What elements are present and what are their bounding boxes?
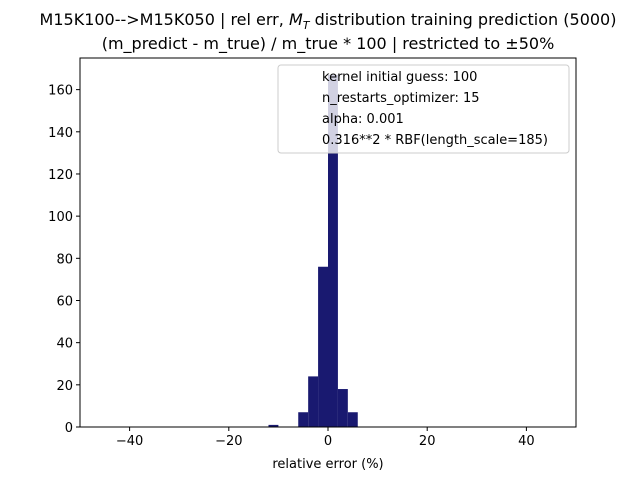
chart-title: M15K100-->M15K050 | rel err, MT distribu… bbox=[40, 10, 617, 32]
histogram-bar bbox=[318, 266, 328, 427]
histogram-bar bbox=[328, 74, 338, 428]
legend: kernel initial guess: 100 n_restarts_opt… bbox=[277, 64, 570, 154]
y-tick-label: 100 bbox=[48, 210, 73, 225]
histogram-bar bbox=[268, 424, 279, 427]
y-tick-label: 80 bbox=[56, 252, 73, 267]
title-prefix: M15K100-->M15K050 | rel err, bbox=[40, 10, 289, 29]
legend-entry: alpha: 0.001 bbox=[322, 112, 404, 127]
x-tick-label: 20 bbox=[419, 434, 436, 449]
x-axis-label: relative error (%) bbox=[272, 457, 383, 472]
y-tick-label: 160 bbox=[48, 84, 73, 99]
x-tick-label: −40 bbox=[116, 434, 143, 449]
chart-subtitle: (m_predict - m_true) / m_true * 100 | re… bbox=[102, 34, 555, 54]
x-tick-label: −20 bbox=[215, 434, 242, 449]
y-tick-label: 60 bbox=[56, 294, 73, 309]
x-axis-ticks: −40 −20 0 20 40 bbox=[116, 427, 535, 449]
y-tick-label: 140 bbox=[48, 126, 73, 141]
title-symbol: M bbox=[289, 10, 303, 29]
legend-entry: n_restarts_optimizer: 15 bbox=[322, 91, 480, 106]
x-tick-label: 0 bbox=[324, 434, 332, 449]
y-axis-ticks: 0 20 40 60 80 100 120 140 160 bbox=[48, 84, 80, 436]
legend-entry: kernel initial guess: 100 bbox=[322, 70, 477, 85]
histogram-bar bbox=[347, 412, 358, 427]
histogram-bar bbox=[337, 389, 348, 427]
title-subscript: T bbox=[303, 19, 311, 32]
bars-layer bbox=[268, 74, 358, 428]
title-suffix: distribution training prediction (5000) bbox=[309, 10, 616, 29]
y-tick-label: 20 bbox=[56, 379, 73, 394]
y-tick-label: 0 bbox=[65, 421, 73, 436]
y-tick-label: 40 bbox=[56, 337, 73, 352]
x-tick-label: 40 bbox=[518, 434, 535, 449]
histogram-bar bbox=[308, 376, 319, 427]
legend-entry: 0.316**2 * RBF(length_scale=185) bbox=[322, 133, 548, 148]
legend-box bbox=[277, 64, 570, 154]
y-tick-label: 120 bbox=[48, 168, 73, 183]
histogram-bar bbox=[298, 412, 309, 427]
